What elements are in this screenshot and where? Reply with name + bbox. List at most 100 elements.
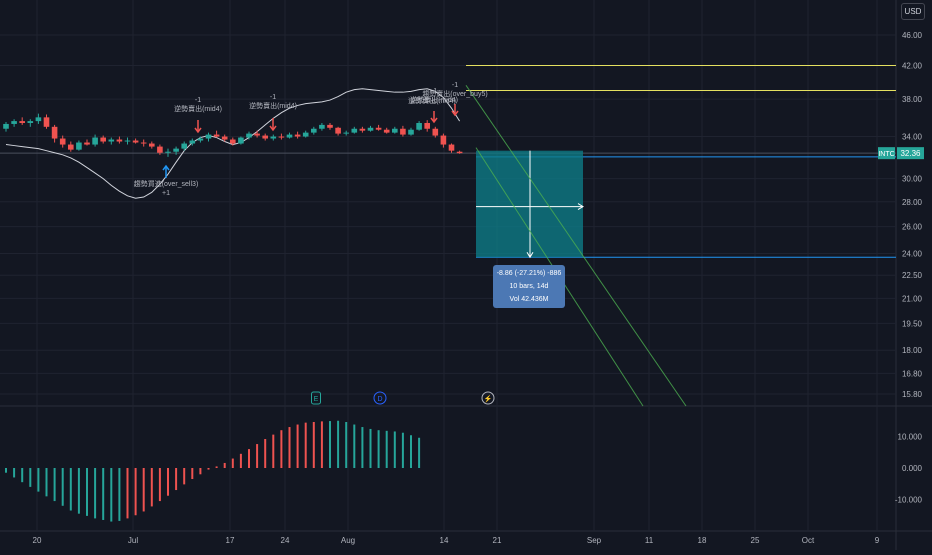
candle-body <box>108 139 115 142</box>
candle-body <box>311 128 317 133</box>
candle-body <box>140 142 147 144</box>
candle-body <box>294 134 301 137</box>
candle-body <box>424 122 430 129</box>
price-tick-label: 34.00 <box>902 133 923 142</box>
candle-body <box>448 144 455 151</box>
buy-arrowhead <box>162 164 170 171</box>
time-tick-label: 21 <box>493 536 502 545</box>
time-tick-label: 9 <box>875 536 880 545</box>
earnings-icon[interactable]: E <box>311 391 321 405</box>
sell-arrowhead <box>269 125 277 132</box>
candle-body <box>100 137 106 142</box>
time-tick-label: 11 <box>645 536 654 545</box>
time-tick-label: 20 <box>33 536 42 545</box>
candle-body <box>327 124 333 128</box>
candle-body <box>238 137 244 144</box>
candle-body <box>367 127 374 131</box>
measure-v-arrowhead <box>526 251 534 259</box>
last-price-badge <box>897 147 924 160</box>
oscillator-tick-label: 10.000 <box>898 433 923 442</box>
price-tick-label: 42.00 <box>902 62 923 71</box>
candle-body <box>19 121 25 123</box>
candle-body <box>27 121 34 123</box>
candle-body <box>3 123 9 129</box>
trade-quantity: +1 <box>162 190 170 197</box>
candle-body <box>351 128 358 133</box>
currency-button[interactable]: USD <box>901 3 925 20</box>
candle-body <box>197 138 204 141</box>
oscillator-tick-label: -10.000 <box>895 496 923 505</box>
candle-body <box>335 127 341 134</box>
candle-body <box>35 117 42 122</box>
price-tick-label: 26.00 <box>902 223 923 232</box>
price-tick-label: 21.00 <box>902 294 923 303</box>
time-tick-label: Oct <box>802 536 815 545</box>
candle-body <box>43 117 50 127</box>
candle-body <box>254 133 260 136</box>
earnings-icon-glyph: E <box>314 396 319 403</box>
candle-body <box>51 126 58 139</box>
price-tick-label: 18.00 <box>902 346 923 355</box>
trade-label: 趨勢買進(over_sell3) <box>134 179 199 188</box>
candle-body <box>302 132 309 137</box>
oscillator-tick-label: 0.000 <box>902 464 923 473</box>
candle-body <box>286 134 293 138</box>
time-tick-label: 14 <box>440 536 449 545</box>
measure-h-arrowhead <box>577 203 584 211</box>
candle-body <box>157 146 163 153</box>
candle-body <box>149 143 155 147</box>
candle-body <box>116 139 123 142</box>
candle-body <box>230 139 236 144</box>
time-tick-label: 24 <box>281 536 290 545</box>
measure-tooltip-bars: 10 bars, 14d <box>510 283 549 290</box>
candle-body <box>213 134 220 137</box>
time-tick-label: Jul <box>128 536 138 545</box>
time-tick-label: 18 <box>698 536 707 545</box>
candle-body <box>205 134 212 139</box>
earnings-icon-frame <box>311 391 321 405</box>
split-icon[interactable]: ⚡ <box>481 391 495 405</box>
price-tick-label: 22.50 <box>902 271 923 280</box>
candle-body <box>92 137 98 145</box>
candle-body <box>440 135 447 145</box>
price-tick-label: 24.00 <box>902 250 923 259</box>
candle-body <box>181 143 187 149</box>
time-tick-label: Aug <box>341 536 355 545</box>
price-tick-label: 38.00 <box>902 95 923 104</box>
ticker-badge <box>878 147 895 160</box>
dividend-icon[interactable]: D <box>373 391 387 405</box>
sell-arrowhead <box>451 110 459 117</box>
split-icon-glyph: ⚡ <box>484 394 493 403</box>
measure-tooltip-change: -8.86 (-27.21%) -886 <box>497 270 562 277</box>
candle-body <box>432 128 439 136</box>
candle-body <box>416 122 422 130</box>
candle-body <box>343 132 349 134</box>
measure-tooltip-volume: Vol 42.436M <box>510 296 549 303</box>
candle-body <box>124 140 131 142</box>
trade-label: 逆勢賣出(mid4) <box>249 101 297 110</box>
candle-body <box>246 133 252 138</box>
candle-body <box>400 128 406 135</box>
trade-label: 趨勢賣出(over_buy5) <box>422 89 487 98</box>
candle-body <box>132 140 139 143</box>
candle-body <box>278 136 285 138</box>
price-tick-label: 28.00 <box>902 198 923 207</box>
candle-body <box>456 151 463 154</box>
measure-tooltip <box>493 265 565 308</box>
candle-body <box>359 128 366 131</box>
ticker-symbol: INTC <box>878 151 894 158</box>
price-tick-label: 19.50 <box>902 319 923 328</box>
trade-label: 逆勢賣出(mid4) <box>408 96 456 105</box>
candle-body <box>383 129 390 133</box>
candle-body <box>59 138 66 145</box>
price-tick-label: 16.80 <box>902 369 923 378</box>
trade-quantity: -1 <box>452 82 458 89</box>
time-tick-label: Sep <box>587 536 602 545</box>
candle-body <box>375 127 382 130</box>
sell-arrowhead <box>430 117 438 124</box>
price-tick-label: 30.00 <box>902 175 923 184</box>
trade-quantity: -1 <box>195 97 201 104</box>
candle-body <box>319 124 325 129</box>
candle-body <box>221 136 228 140</box>
